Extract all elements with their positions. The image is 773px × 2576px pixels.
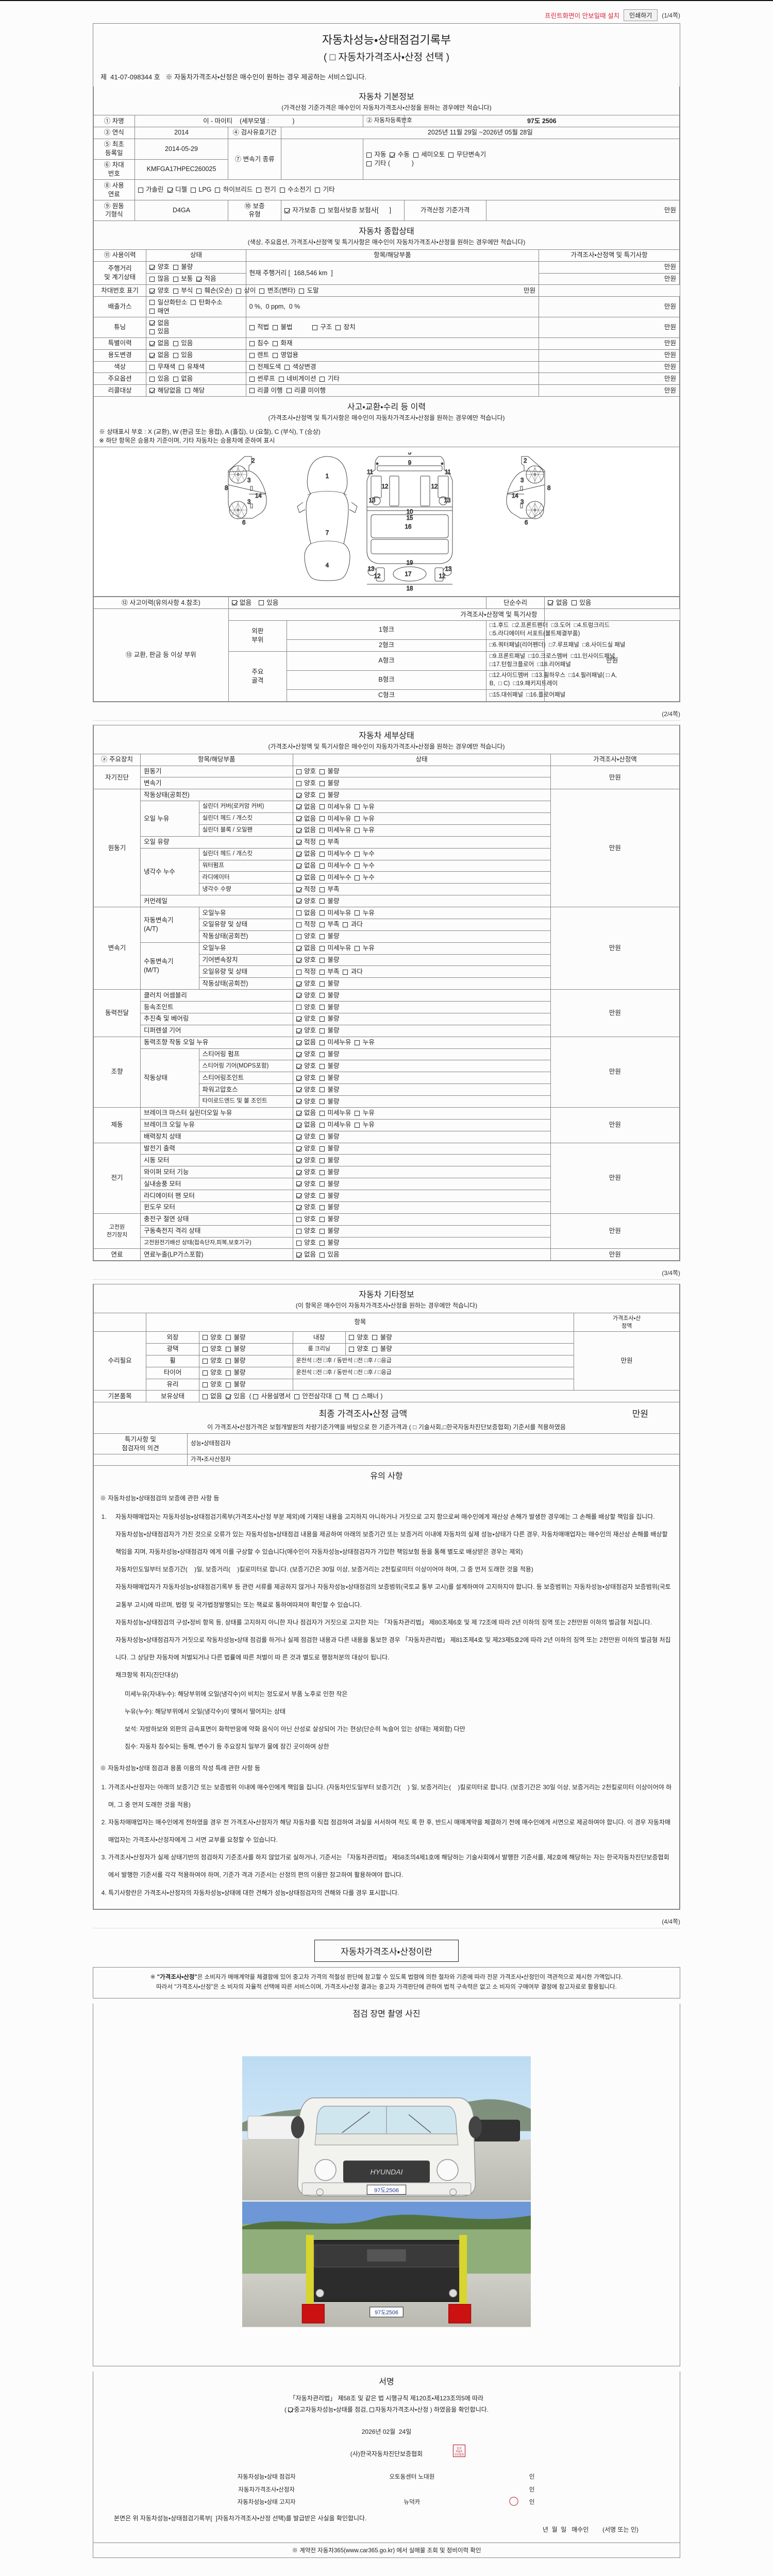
svg-text:진단협회: 진단협회 xyxy=(455,2453,464,2456)
svg-text:13: 13 xyxy=(369,498,376,504)
svg-text:3: 3 xyxy=(247,478,250,484)
svg-text:8: 8 xyxy=(547,485,550,492)
svg-text:4: 4 xyxy=(326,563,329,569)
svg-text:9: 9 xyxy=(408,460,411,466)
svg-text:12: 12 xyxy=(439,573,446,580)
svg-text:13: 13 xyxy=(445,566,452,572)
svg-text:6: 6 xyxy=(525,520,528,526)
svg-text:3: 3 xyxy=(520,499,524,505)
svg-text:자동차: 자동차 xyxy=(456,2450,463,2453)
svg-text:10: 10 xyxy=(407,509,413,515)
svg-text:3: 3 xyxy=(247,499,250,505)
svg-text:2: 2 xyxy=(251,458,255,464)
svg-text:11: 11 xyxy=(445,469,451,476)
svg-text:97도2506: 97도2506 xyxy=(375,2310,398,2316)
svg-text:2: 2 xyxy=(524,458,527,464)
svg-text:12: 12 xyxy=(431,484,438,490)
svg-text:97도2506: 97도2506 xyxy=(374,2188,399,2194)
svg-text:11: 11 xyxy=(367,469,373,476)
svg-text:15: 15 xyxy=(407,515,413,521)
svg-text:1: 1 xyxy=(326,473,329,480)
svg-text:18: 18 xyxy=(407,586,413,591)
svg-text:14: 14 xyxy=(255,493,262,499)
svg-text:13: 13 xyxy=(368,566,375,572)
svg-text:17: 17 xyxy=(405,571,412,578)
svg-text:19: 19 xyxy=(407,560,413,566)
svg-text:5: 5 xyxy=(408,452,411,456)
svg-text:7: 7 xyxy=(326,530,329,536)
svg-text:HYUNDAI: HYUNDAI xyxy=(370,2167,402,2176)
svg-text:12: 12 xyxy=(382,484,389,490)
svg-text:3: 3 xyxy=(520,478,524,484)
svg-text:8: 8 xyxy=(225,485,228,492)
svg-text:12: 12 xyxy=(374,573,381,580)
svg-text:14: 14 xyxy=(512,493,518,499)
svg-text:6: 6 xyxy=(242,520,245,526)
svg-text:13: 13 xyxy=(444,498,451,504)
svg-text:16: 16 xyxy=(405,524,412,530)
